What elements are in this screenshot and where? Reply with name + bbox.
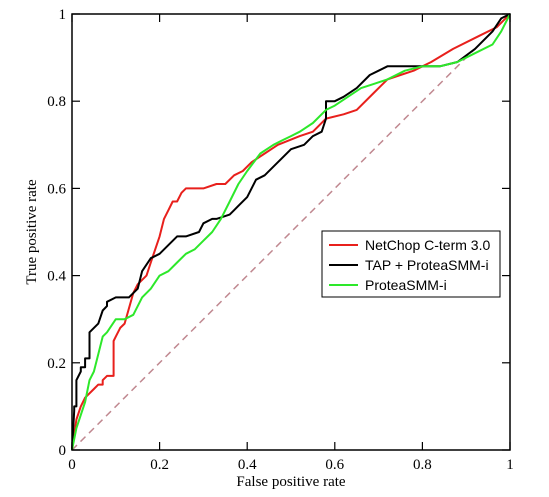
- y-axis-title: True positive rate: [24, 179, 40, 285]
- y-tick-label: 0.8: [47, 94, 66, 110]
- x-tick-label: 0: [68, 457, 76, 473]
- y-tick-label: 0.4: [47, 269, 66, 285]
- x-tick-label: 0.2: [150, 457, 169, 473]
- x-axis-title: False positive rate: [236, 474, 345, 490]
- x-tick-label: 0.6: [325, 457, 344, 473]
- y-tick-label: 0: [59, 443, 67, 459]
- legend: NetChop C-term 3.0 TAP + ProteaSMM-i Prote…: [322, 231, 500, 297]
- x-tick-label: 0.8: [413, 457, 432, 473]
- y-tick-label: 0.6: [47, 181, 66, 197]
- x-tick-label: 1: [506, 457, 514, 473]
- x-tick-label: 0.4: [238, 457, 257, 473]
- legend-label: TAP + ProteaSMM-i: [365, 257, 489, 273]
- y-tick-label: 1: [59, 7, 67, 23]
- legend-label: NetChop C-term 3.0: [365, 237, 490, 253]
- y-tick-label: 0.2: [47, 356, 66, 372]
- legend-label: ProteaSMM-i: [365, 277, 447, 293]
